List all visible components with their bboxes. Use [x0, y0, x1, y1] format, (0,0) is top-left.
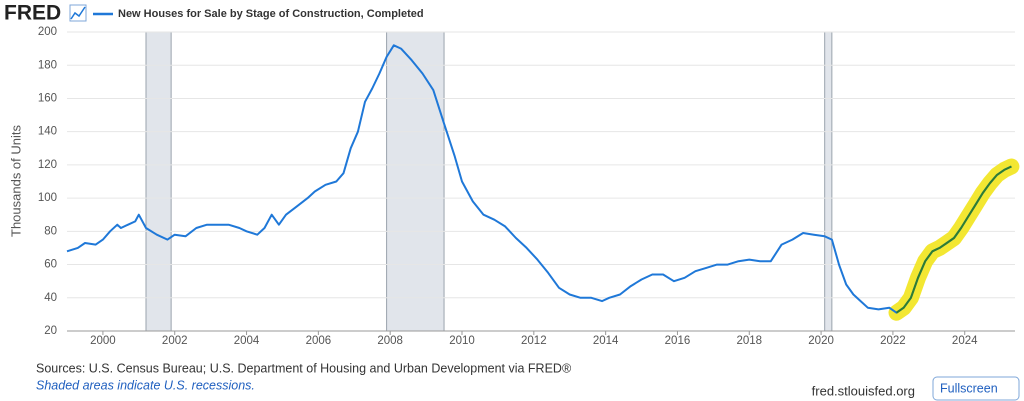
- y-tick-label: 160: [38, 92, 57, 104]
- y-tick-label: 140: [38, 126, 57, 138]
- x-tick-label: 2004: [234, 335, 260, 347]
- recession-note: Shaded areas indicate U.S. recessions.: [36, 378, 255, 392]
- x-tick-label: 2022: [880, 335, 906, 347]
- sources: Sources: U.S. Census Bureau; U.S. Depart…: [36, 361, 572, 375]
- y-tick-label: 180: [38, 59, 57, 71]
- background-layer: [67, 31, 1015, 332]
- x-tick-label: 2002: [162, 335, 188, 347]
- x-tick-label: 2016: [665, 335, 691, 347]
- brand: FRED: [4, 2, 61, 25]
- y-tick-label: 20: [44, 325, 57, 337]
- recession-band: [824, 32, 832, 331]
- site-url[interactable]: fred.stlouisfed.org: [812, 383, 915, 398]
- x-tick-label: 2010: [449, 335, 475, 347]
- y-tick-label: 100: [38, 192, 57, 204]
- x-tick-label: 2012: [521, 335, 547, 347]
- recession-band: [146, 32, 172, 331]
- x-tick-label: 2000: [90, 335, 116, 347]
- y-axis-label: Thousands of Units: [8, 125, 23, 238]
- fullscreen-label[interactable]: Fullscreen: [940, 381, 998, 395]
- x-tick-label: 2014: [593, 335, 619, 347]
- x-tick-label: 2024: [952, 335, 978, 347]
- y-tick-label: 200: [38, 26, 57, 38]
- y-tick-label: 80: [44, 225, 57, 237]
- x-tick-label: 2006: [306, 335, 332, 347]
- recession-band: [386, 32, 445, 331]
- x-tick-label: 2018: [736, 335, 762, 347]
- y-tick-label: 40: [44, 292, 57, 304]
- fullscreen-button[interactable]: [932, 376, 1020, 401]
- y-tick-label: 60: [44, 259, 57, 271]
- y-tick-label: 120: [38, 159, 57, 171]
- x-tick-label: 2008: [377, 335, 403, 347]
- x-tick-label: 2020: [808, 335, 834, 347]
- brand-icon: [69, 4, 87, 22]
- series-line: [66, 44, 1012, 314]
- highlighted-line: [895, 165, 1012, 314]
- legend-label: New Houses for Sale by Stage of Construc…: [118, 8, 424, 20]
